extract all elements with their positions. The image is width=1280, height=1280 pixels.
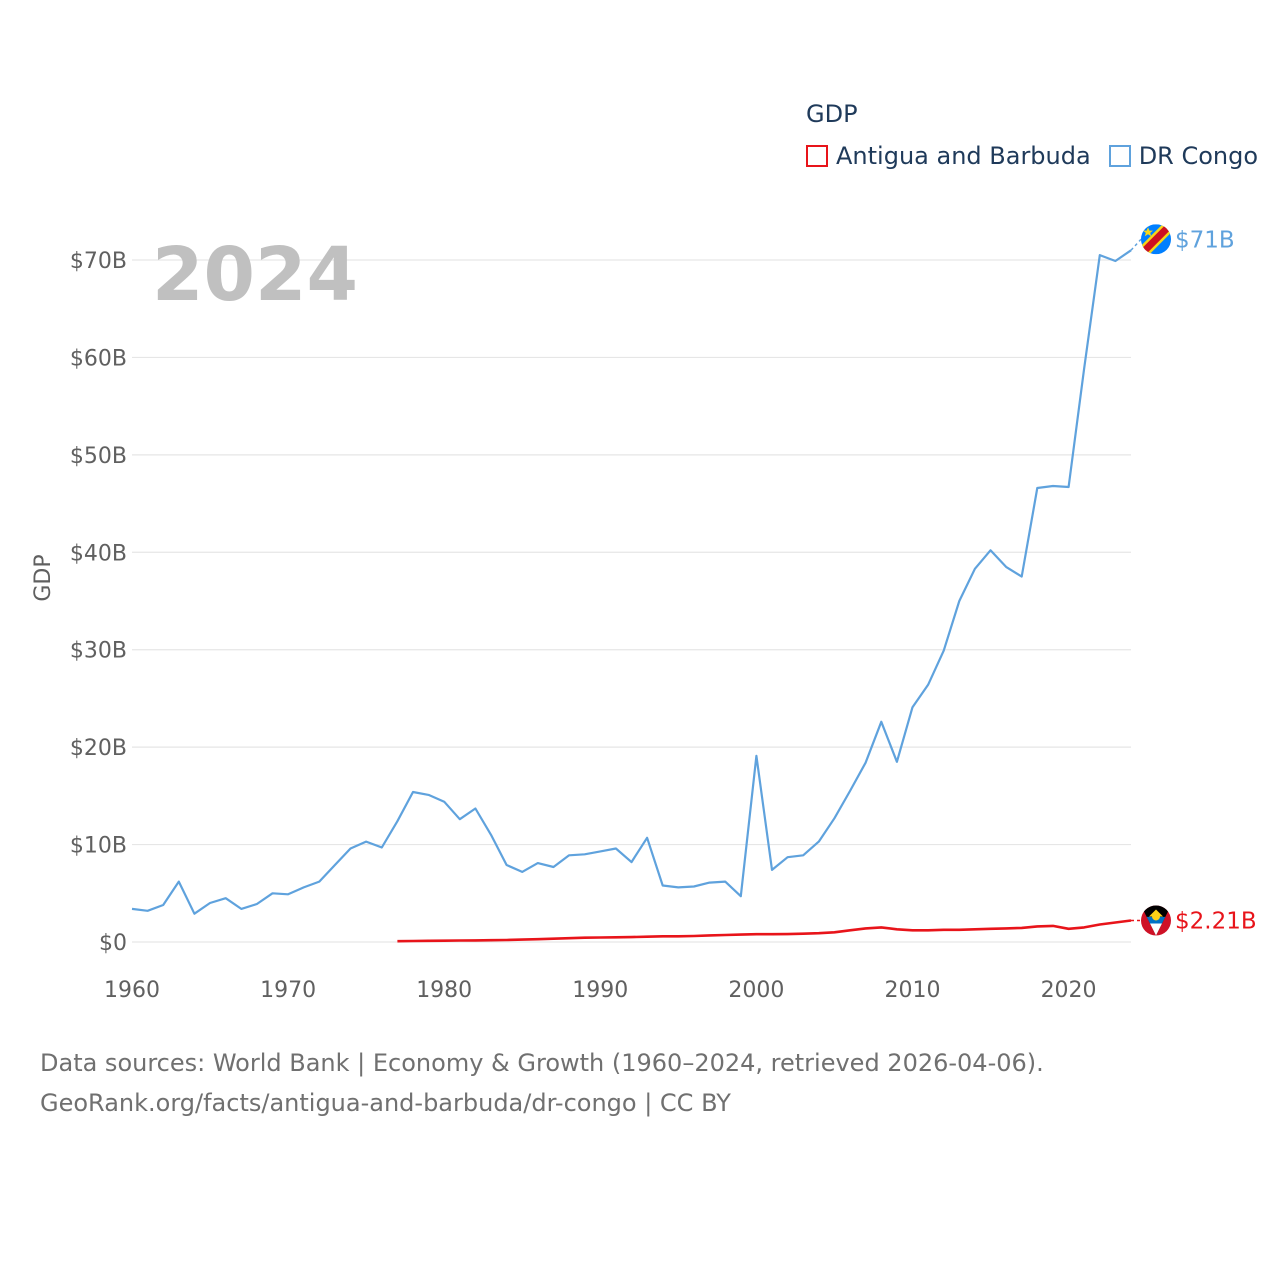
legend-swatch-dr-congo <box>1108 145 1131 167</box>
x-axis-ticks: 1960 1970 1980 1990 2000 2010 2020 <box>104 978 1097 1003</box>
x-tick-label: 2000 <box>728 978 784 1003</box>
x-tick-label: 1980 <box>416 978 472 1003</box>
gridlines <box>132 259 1131 943</box>
legend-swatch-antigua-and-barbuda <box>806 145 828 167</box>
y-tick-label: $0 <box>99 931 127 956</box>
y-axis-title: GDP <box>31 554 56 601</box>
series-line-dr-congo <box>131 249 1132 915</box>
legend-label-dr-congo: DR Congo <box>1138 142 1259 170</box>
y-tick-label: $40B <box>70 541 127 566</box>
legend-item-antigua-and-barbuda[interactable]: Antigua and Barbuda <box>806 142 1091 170</box>
y-tick-label: $50B <box>70 444 127 469</box>
footer-sources: Data sources: World Bank | Economy & Gro… <box>40 1049 1044 1077</box>
end-value-label-antigua-and-barbuda: $2.21B <box>1175 908 1257 934</box>
footer: Data sources: World Bank | Economy & Gro… <box>40 1043 1044 1123</box>
series-end-markers: $2.21B $71B <box>1130 224 1257 936</box>
dr-congo-flag-icon <box>1141 224 1171 255</box>
x-tick-label: 1990 <box>572 978 628 1003</box>
legend-title: GDP <box>806 100 858 128</box>
y-tick-label: $20B <box>70 736 127 761</box>
legend-item-dr-congo[interactable]: DR Congo <box>1108 142 1259 170</box>
legend: Antigua and Barbuda DR Congo <box>806 142 1276 170</box>
series-lines <box>131 249 1132 943</box>
y-tick-label: $60B <box>70 346 127 371</box>
y-tick-label: $30B <box>70 639 127 664</box>
big-year-label: 2024 <box>152 232 358 318</box>
x-tick-label: 2010 <box>884 978 940 1003</box>
y-axis-ticks: $0 $10B $20B $30B $40B $50B $60B $70B <box>70 249 127 956</box>
end-value-label-dr-congo: $71B <box>1175 227 1235 253</box>
end-connector <box>1130 238 1142 251</box>
footer-link[interactable]: GeoRank.org/facts/antigua-and-barbuda/dr… <box>40 1089 731 1117</box>
y-tick-label: $10B <box>70 834 127 859</box>
legend-label-antigua-and-barbuda: Antigua and Barbuda <box>836 142 1091 170</box>
series-line-antigua-and-barbuda <box>397 919 1132 943</box>
x-tick-label: 1970 <box>260 978 316 1003</box>
antigua-and-barbuda-flag-icon <box>1141 905 1171 936</box>
x-tick-label: 1960 <box>104 978 160 1003</box>
y-tick-label: $70B <box>70 249 127 274</box>
x-tick-label: 2020 <box>1041 978 1097 1003</box>
